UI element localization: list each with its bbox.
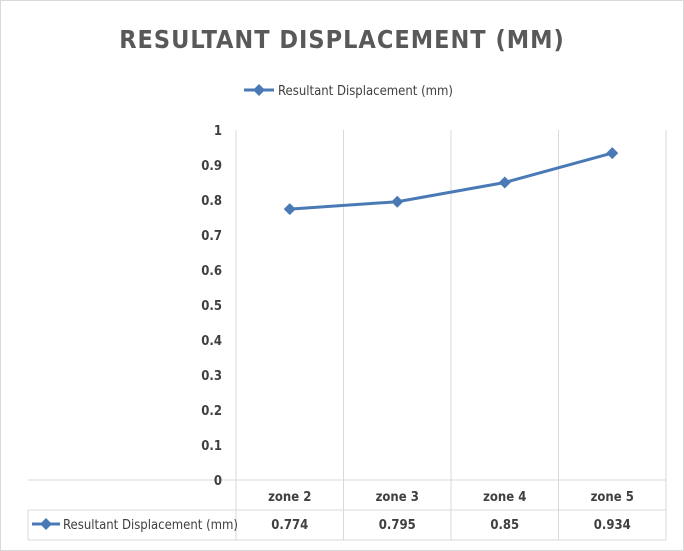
chart-gridlines bbox=[27, 130, 667, 541]
table-series-label: Resultant Displacement (mm) bbox=[63, 518, 238, 533]
data-point-marker bbox=[391, 195, 404, 208]
y-tick-label: 0.3 bbox=[201, 369, 222, 384]
y-tick-label: 0.2 bbox=[201, 404, 222, 419]
y-tick-label: 0.4 bbox=[201, 334, 222, 349]
series-line bbox=[283, 147, 619, 216]
data-table: zone 2 zone 3 zone 4 zone 5 Resultant Displa… bbox=[32, 490, 634, 533]
x-category-label: zone 2 bbox=[268, 490, 311, 505]
y-tick-label: 0.9 bbox=[201, 159, 222, 174]
y-axis-tick-labels: 0 0.1 0.2 0.3 0.4 0.5 0.6 0.7 0.8 0.9 1 bbox=[201, 124, 222, 489]
legend-diamond-marker bbox=[253, 84, 265, 96]
legend: Resultant Displacement (mm) bbox=[244, 84, 453, 99]
data-point-marker bbox=[283, 203, 296, 216]
y-tick-label: 0.1 bbox=[201, 439, 222, 454]
chart-title: RESULTANT DISPLACEMENT (MM) bbox=[119, 25, 565, 54]
y-tick-label: 0.7 bbox=[201, 229, 222, 244]
table-key-diamond bbox=[40, 518, 52, 530]
x-category-label: zone 3 bbox=[376, 490, 419, 505]
y-tick-label: 1 bbox=[214, 124, 222, 139]
data-point-marker bbox=[606, 147, 619, 160]
legend-label: Resultant Displacement (mm) bbox=[278, 84, 453, 99]
y-tick-label: 0.6 bbox=[201, 264, 222, 279]
data-point-marker bbox=[498, 176, 511, 189]
table-value-cell: 0.774 bbox=[271, 518, 308, 533]
y-tick-label: 0 bbox=[214, 474, 222, 489]
table-value-cell: 0.85 bbox=[490, 518, 519, 533]
table-value-cell: 0.795 bbox=[379, 518, 416, 533]
y-tick-label: 0.5 bbox=[201, 299, 222, 314]
table-value-cell: 0.934 bbox=[594, 518, 631, 533]
x-category-label: zone 4 bbox=[483, 490, 526, 505]
series-polyline bbox=[289, 151, 613, 211]
x-category-label: zone 5 bbox=[591, 490, 634, 505]
y-tick-label: 0.8 bbox=[201, 194, 222, 209]
